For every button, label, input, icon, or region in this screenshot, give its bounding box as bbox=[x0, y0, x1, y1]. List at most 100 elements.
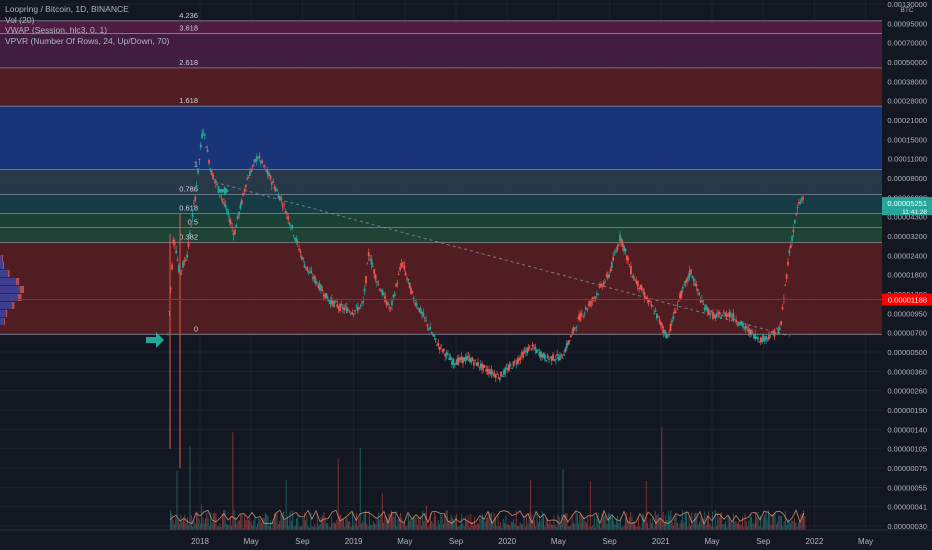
symbol-title[interactable]: Loopring / Bitcoin, 1D, BINANCE bbox=[5, 4, 129, 14]
candle-body bbox=[531, 344, 534, 347]
candle-body bbox=[199, 144, 202, 148]
candle-body bbox=[234, 230, 236, 235]
candle-body bbox=[587, 304, 590, 306]
indicator-vpvr[interactable]: VPVR (Number Of Rows, 24, Up/Down, 70) bbox=[5, 35, 170, 46]
volume-bar bbox=[517, 525, 518, 530]
volume-bar bbox=[626, 512, 628, 530]
candle-body bbox=[714, 315, 717, 319]
price-tick-label: 0.00000190 bbox=[887, 406, 927, 415]
volume-bar bbox=[463, 526, 465, 530]
volume-bar bbox=[310, 512, 312, 530]
volume-bar bbox=[207, 518, 209, 530]
volume-bar bbox=[224, 510, 226, 530]
candle-body bbox=[180, 270, 183, 272]
volume-bar bbox=[357, 526, 359, 530]
volume-bar bbox=[346, 518, 348, 530]
candle-body bbox=[229, 221, 232, 224]
candle-body bbox=[549, 356, 552, 358]
price-tick-label: 0.00021000 bbox=[887, 116, 927, 125]
candle-body bbox=[295, 237, 298, 242]
volume-bar bbox=[641, 514, 643, 530]
indicator-vol[interactable]: Vol (20) bbox=[5, 14, 35, 25]
volume-bar bbox=[241, 513, 243, 530]
candle-body bbox=[440, 345, 443, 347]
candle-body bbox=[235, 224, 238, 228]
volume-bar bbox=[508, 524, 509, 530]
price-tick-label: 0.00000075 bbox=[887, 464, 927, 473]
volume-bar bbox=[537, 522, 539, 530]
candle-body bbox=[449, 356, 452, 360]
volume-bar bbox=[556, 527, 557, 530]
volume-bar bbox=[414, 517, 416, 530]
candle-body bbox=[414, 303, 417, 305]
price-tick-label: 0.00070000 bbox=[887, 39, 927, 48]
candle-body bbox=[557, 357, 560, 361]
volume-bar bbox=[566, 513, 568, 530]
price-tick-label: 0.00038000 bbox=[887, 77, 927, 86]
candle-body bbox=[464, 357, 467, 362]
candle-body bbox=[176, 259, 179, 261]
volume-bar bbox=[781, 516, 782, 530]
volume-bar bbox=[625, 517, 626, 530]
candle-body bbox=[333, 301, 336, 304]
candle-body bbox=[463, 357, 466, 362]
candle-body bbox=[371, 266, 374, 267]
volume-bar bbox=[453, 520, 455, 530]
candle-body bbox=[460, 356, 463, 361]
candle-body bbox=[584, 307, 587, 310]
volume-bar bbox=[173, 524, 175, 530]
candle-body bbox=[559, 355, 561, 361]
vp-bar-down bbox=[6, 310, 8, 317]
candle-body bbox=[615, 251, 617, 253]
candle-body bbox=[761, 337, 763, 343]
candle-body bbox=[337, 307, 340, 309]
candle-body bbox=[526, 348, 529, 354]
candle-body bbox=[653, 313, 656, 315]
volume-bar bbox=[365, 510, 366, 530]
volume-bar bbox=[605, 515, 607, 530]
candle-body bbox=[544, 354, 546, 360]
volume-bar bbox=[194, 523, 196, 530]
volume-bar bbox=[666, 519, 668, 530]
candle-body bbox=[658, 319, 661, 323]
volume-bar bbox=[634, 521, 635, 530]
candle-body bbox=[168, 311, 171, 312]
volume-bar bbox=[319, 524, 321, 530]
candle-body bbox=[680, 290, 683, 297]
candle-body bbox=[296, 241, 299, 243]
volume-bar bbox=[401, 517, 403, 530]
volume-bar bbox=[544, 526, 546, 530]
volume-bar bbox=[684, 513, 686, 530]
candle-body bbox=[620, 238, 623, 243]
vp-bar bbox=[0, 318, 4, 325]
candle-body bbox=[616, 246, 619, 251]
candle-body bbox=[580, 313, 583, 315]
candle-body bbox=[583, 312, 586, 314]
candle-body bbox=[687, 275, 690, 279]
price-tick-label: 0.00000041 bbox=[887, 503, 927, 512]
volume-bar bbox=[492, 521, 494, 530]
volume-bar bbox=[561, 514, 563, 530]
candle-body bbox=[606, 274, 609, 278]
candle-body bbox=[238, 211, 240, 216]
volume-bar bbox=[678, 527, 680, 530]
candle-body bbox=[269, 175, 272, 180]
candle-body bbox=[493, 373, 496, 377]
volume-bar bbox=[483, 517, 485, 530]
indicator-vwap[interactable]: VWAP (Session, hlc3, 0, 1) bbox=[5, 25, 108, 35]
candle-body bbox=[497, 377, 500, 379]
candle-body bbox=[643, 292, 646, 298]
candle-body bbox=[524, 350, 527, 352]
candle-body bbox=[288, 222, 291, 225]
volume-bar bbox=[301, 526, 303, 530]
volume-bar bbox=[427, 527, 429, 530]
volume-bar bbox=[534, 520, 535, 530]
volume-bar bbox=[778, 515, 780, 530]
volume-bar bbox=[575, 511, 577, 530]
volume-bar bbox=[228, 524, 230, 530]
volume-bar bbox=[593, 515, 595, 530]
volume-bar bbox=[622, 526, 624, 530]
candle-body bbox=[303, 264, 306, 268]
candle-body bbox=[393, 293, 396, 296]
